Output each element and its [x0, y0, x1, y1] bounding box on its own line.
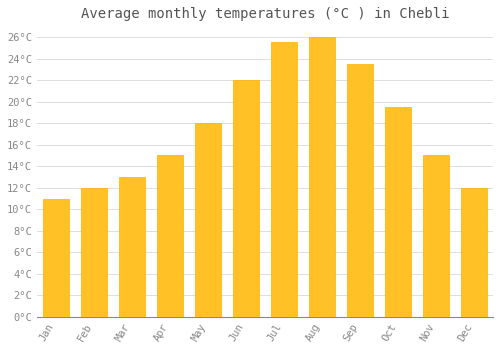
Bar: [156, 155, 183, 317]
Bar: [308, 37, 336, 317]
Bar: [384, 107, 411, 317]
Title: Average monthly temperatures (°C ) in Chebli: Average monthly temperatures (°C ) in Ch…: [80, 7, 449, 21]
Bar: [270, 42, 297, 317]
Bar: [460, 188, 487, 317]
Bar: [42, 198, 69, 317]
Bar: [232, 80, 259, 317]
Bar: [118, 177, 145, 317]
Bar: [346, 64, 374, 317]
Bar: [194, 123, 221, 317]
Bar: [422, 155, 450, 317]
Bar: [80, 188, 107, 317]
